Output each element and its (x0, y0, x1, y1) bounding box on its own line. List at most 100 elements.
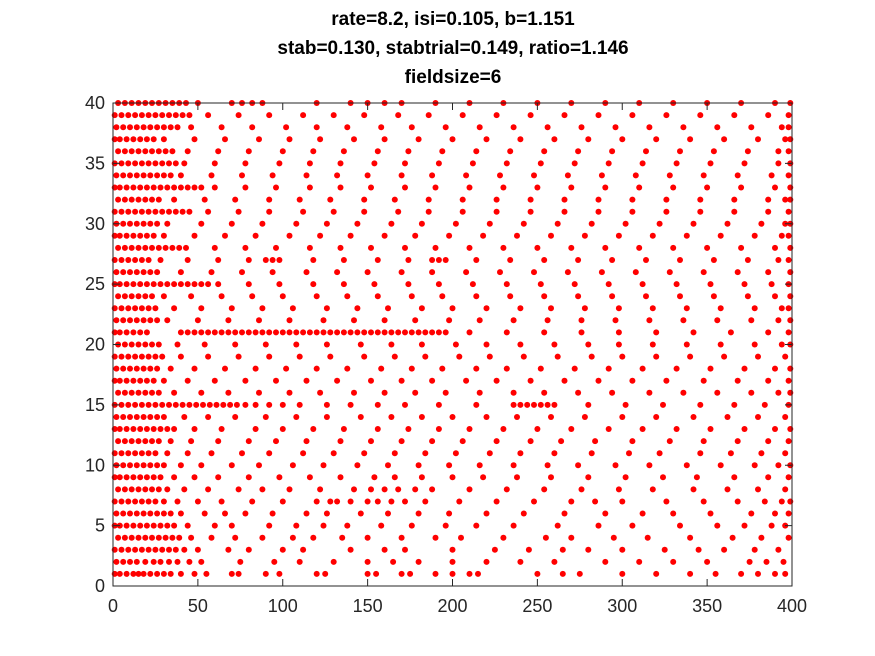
spike-dot (147, 317, 154, 324)
spike-dot (432, 184, 439, 191)
spike-dot (768, 281, 775, 288)
spike-dot (128, 534, 135, 541)
spike-dot (154, 570, 161, 577)
spike-dot (602, 244, 609, 251)
spike-dot (155, 244, 162, 251)
spike-dot (232, 534, 239, 541)
spike-dot (135, 196, 142, 203)
spike-dot (125, 546, 132, 553)
spike-dot (155, 389, 162, 396)
spike-dot (205, 486, 212, 493)
spike-dot (772, 244, 778, 251)
spike-dot (135, 293, 142, 300)
spike-dot (687, 570, 694, 577)
spike-dot (785, 257, 792, 263)
spike-dot (127, 558, 133, 565)
spike-dot (337, 438, 344, 445)
spike-dot (327, 353, 334, 360)
spike-dot (666, 269, 673, 276)
spike-dot (503, 160, 510, 167)
spike-dot (643, 257, 649, 263)
spike-dot (374, 329, 381, 336)
spike-dot (320, 329, 327, 336)
spike-dot (510, 389, 517, 396)
spike-dot (639, 281, 646, 288)
spike-dot (130, 281, 137, 288)
spike-dot (245, 148, 252, 155)
spike-dot (179, 208, 186, 215)
spike-dot (731, 196, 738, 203)
spike-dot (680, 317, 687, 324)
spike-dot (446, 462, 453, 469)
spike-dot (381, 317, 388, 324)
spike-dot (534, 570, 541, 577)
spike-dot (118, 353, 125, 360)
spike-dot (473, 401, 480, 408)
spike-dot (152, 208, 159, 215)
spike-dot (395, 112, 402, 119)
spike-dot (218, 329, 225, 336)
spike-dot (738, 244, 745, 251)
spike-dot (166, 546, 172, 553)
spike-dot (128, 244, 135, 251)
spike-dot (755, 353, 761, 360)
spike-dot (493, 208, 500, 215)
spike-dot (160, 510, 167, 517)
spike-dot (201, 341, 208, 348)
chart-title-line-3: fieldsize=6 (405, 67, 502, 88)
spike-dot (127, 462, 133, 469)
spike-dot (140, 365, 147, 372)
spike-dot (559, 546, 566, 553)
spike-dot (171, 305, 178, 312)
spike-dot (279, 426, 286, 432)
spike-dot (152, 305, 159, 312)
spike-dot (232, 414, 239, 420)
spike-dot (245, 474, 252, 481)
spike-dot (249, 293, 256, 300)
spike-dot (259, 329, 266, 336)
spike-dot (177, 329, 184, 336)
spike-dot (150, 281, 157, 288)
spike-dot (322, 570, 329, 577)
spike-dot (605, 160, 612, 167)
spike-dot (558, 438, 565, 445)
spike-dot (160, 124, 167, 131)
spike-dot (273, 184, 279, 191)
spike-dot (639, 160, 646, 167)
spike-dot (486, 353, 493, 360)
spike-dot (575, 257, 582, 263)
x-axis: 0 50 100 150 200 250 300 350 400 (108, 103, 807, 616)
spike-dot (391, 353, 398, 360)
spike-dot (541, 486, 548, 493)
spike-dot (772, 570, 778, 577)
spike-dot (191, 232, 198, 239)
spike-dot (425, 196, 432, 203)
spike-dot (653, 353, 660, 360)
spike-dot (357, 341, 364, 348)
spike-dot (306, 160, 313, 167)
spike-dot (402, 546, 408, 553)
spike-dot (578, 329, 585, 336)
spike-dot (138, 160, 145, 167)
spike-dot (211, 522, 218, 529)
spike-dot (184, 184, 191, 191)
spike-dot (778, 124, 785, 131)
spike-dot (174, 124, 181, 131)
spike-dot (286, 486, 293, 493)
spike-dot (610, 534, 617, 541)
spike-dot (775, 257, 782, 263)
spike-dot (252, 426, 259, 432)
spike-dot (772, 184, 778, 191)
spike-dot (235, 112, 242, 119)
spike-dot (605, 281, 612, 288)
spike-dot (252, 329, 259, 336)
spike-dot (132, 208, 139, 215)
spike-dot (748, 389, 755, 396)
spike-dot (649, 486, 656, 493)
spike-dot (690, 220, 697, 227)
spike-dot (135, 148, 142, 155)
spike-dot (778, 498, 785, 505)
spike-dot (755, 570, 761, 577)
spike-dot (334, 329, 341, 336)
spike-dot (132, 257, 139, 263)
